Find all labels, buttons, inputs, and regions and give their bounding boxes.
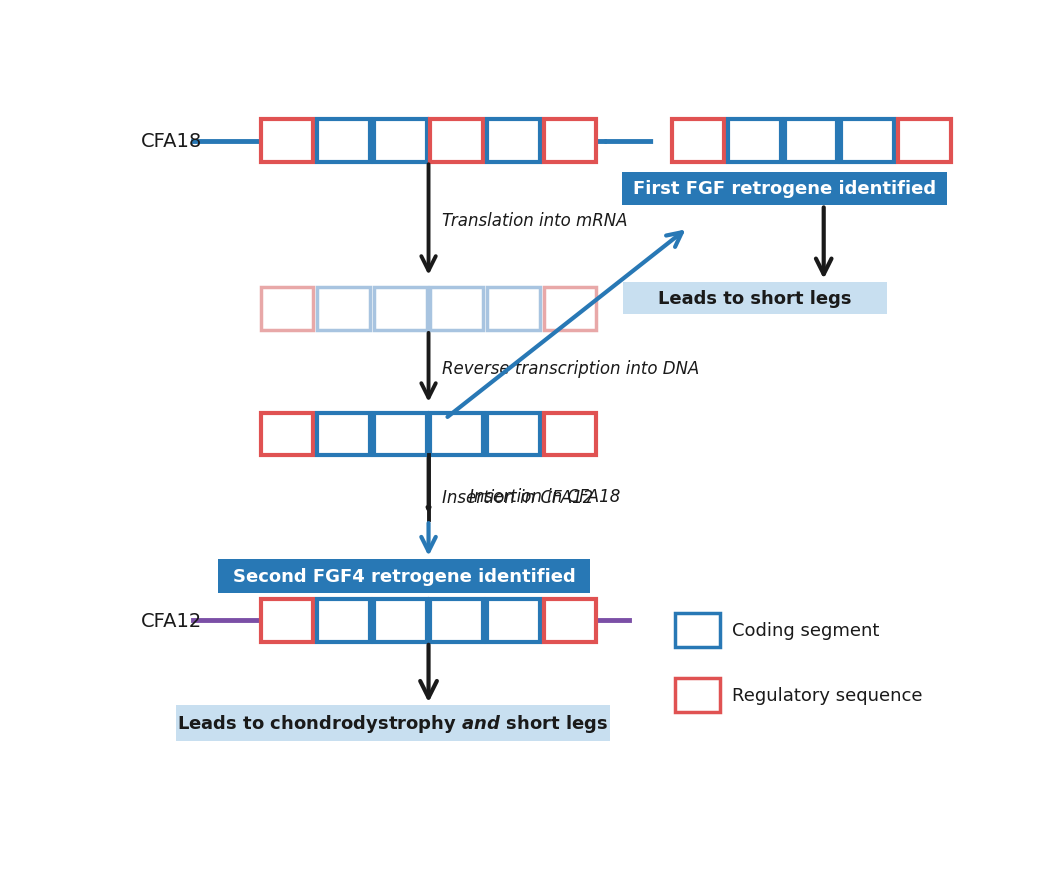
Bar — [487, 414, 540, 456]
Bar — [218, 559, 590, 593]
Bar — [675, 613, 721, 647]
Text: Insertion in CFA12: Insertion in CFA12 — [442, 489, 594, 507]
Text: Translation into mRNA: Translation into mRNA — [442, 212, 628, 230]
Bar — [543, 414, 596, 456]
Bar — [672, 120, 724, 162]
Bar — [318, 120, 370, 162]
Bar — [622, 173, 947, 205]
Bar — [374, 414, 426, 456]
Bar — [175, 705, 609, 741]
Bar — [318, 288, 370, 330]
Text: Leads to chondrodystrophy $\bfit{and}$ short legs: Leads to chondrodystrophy $\bfit{and}$ s… — [176, 712, 608, 734]
Bar — [898, 120, 950, 162]
Text: Leads to short legs: Leads to short legs — [658, 290, 851, 307]
Text: Coding segment: Coding segment — [732, 621, 879, 639]
Bar — [487, 600, 540, 642]
Text: First FGF retrogene identified: First FGF retrogene identified — [634, 180, 937, 198]
Text: Insertion in CFA18: Insertion in CFA18 — [469, 487, 620, 505]
Text: CFA12: CFA12 — [140, 611, 202, 630]
Bar — [318, 414, 370, 456]
Bar — [728, 120, 781, 162]
Bar — [260, 414, 314, 456]
Bar — [543, 600, 596, 642]
Bar — [260, 120, 314, 162]
Bar — [374, 288, 426, 330]
Bar — [260, 600, 314, 642]
Bar — [431, 120, 484, 162]
Bar — [318, 600, 370, 642]
Bar — [487, 288, 540, 330]
Bar — [675, 679, 721, 712]
Bar — [543, 288, 596, 330]
Bar — [374, 120, 426, 162]
Text: Regulatory sequence: Regulatory sequence — [732, 687, 923, 704]
Bar — [784, 120, 838, 162]
Bar — [841, 120, 894, 162]
Text: Second FGF4 retrogene identified: Second FGF4 retrogene identified — [233, 567, 575, 585]
Bar — [487, 120, 540, 162]
Bar — [374, 600, 426, 642]
Bar — [431, 414, 484, 456]
Bar — [543, 120, 596, 162]
Bar — [431, 288, 484, 330]
Text: Reverse transcription into DNA: Reverse transcription into DNA — [442, 359, 699, 378]
Text: CFA18: CFA18 — [140, 132, 202, 151]
Bar — [260, 288, 314, 330]
Bar — [431, 600, 484, 642]
Bar — [624, 282, 887, 314]
